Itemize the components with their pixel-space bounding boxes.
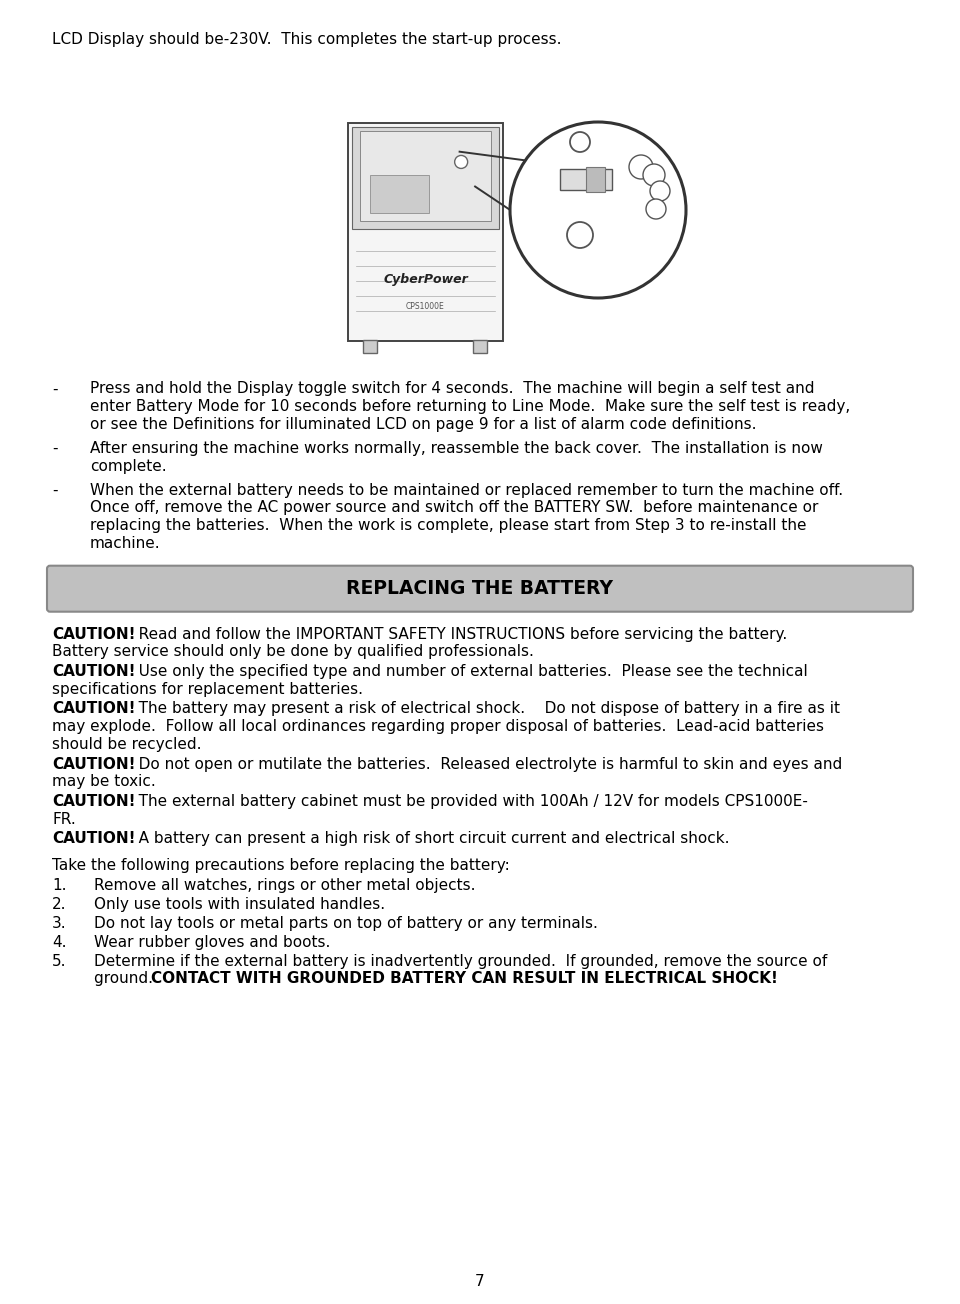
Bar — [348, 123, 503, 342]
Circle shape — [567, 222, 593, 248]
Bar — [473, 340, 487, 353]
Bar — [560, 170, 612, 190]
Text: REPLACING THE BATTERY: REPLACING THE BATTERY — [347, 579, 613, 599]
Circle shape — [510, 123, 686, 299]
FancyBboxPatch shape — [47, 566, 913, 612]
Text: 2.: 2. — [52, 897, 66, 911]
Text: The external battery cabinet must be provided with 100Ah / 12V for models CPS100: The external battery cabinet must be pro… — [124, 794, 808, 808]
Text: Do not open or mutilate the batteries.  Released electrolyte is harmful to skin : Do not open or mutilate the batteries. R… — [124, 756, 842, 772]
Text: may explode.  Follow all local ordinances regarding proper disposal of batteries: may explode. Follow all local ordinances… — [52, 719, 824, 734]
Bar — [360, 130, 491, 222]
Text: Wear rubber gloves and boots.: Wear rubber gloves and boots. — [94, 935, 330, 949]
Circle shape — [643, 164, 665, 186]
Text: 3.: 3. — [52, 915, 66, 931]
Circle shape — [455, 155, 468, 168]
Text: 1.: 1. — [52, 878, 66, 893]
Text: OFF: OFF — [570, 163, 582, 168]
Circle shape — [629, 155, 653, 179]
Text: -: - — [52, 482, 58, 498]
Text: CAUTION!: CAUTION! — [52, 756, 135, 772]
Bar — [363, 340, 377, 353]
Text: CyberPower: CyberPower — [383, 274, 468, 287]
Bar — [352, 126, 499, 230]
Circle shape — [570, 132, 590, 153]
Text: machine.: machine. — [90, 536, 160, 550]
Text: -: - — [52, 382, 58, 396]
Text: should be recycled.: should be recycled. — [52, 737, 202, 752]
Text: After ensuring the machine works normally, reassemble the back cover.  The insta: After ensuring the machine works normall… — [90, 441, 823, 456]
Text: may be toxic.: may be toxic. — [52, 775, 156, 789]
Text: Take the following precautions before replacing the battery:: Take the following precautions before re… — [52, 858, 510, 874]
Text: specifications for replacement batteries.: specifications for replacement batteries… — [52, 682, 363, 696]
Text: CAUTION!: CAUTION! — [52, 702, 135, 716]
Text: Read and follow the IMPORTANT SAFETY INSTRUCTIONS before servicing the battery.: Read and follow the IMPORTANT SAFETY INS… — [124, 626, 787, 642]
Text: Only use tools with insulated handles.: Only use tools with insulated handles. — [94, 897, 385, 911]
Text: enter Battery Mode for 10 seconds before returning to Line Mode.  Make sure the : enter Battery Mode for 10 seconds before… — [90, 399, 851, 415]
Text: replacing the batteries.  When the work is complete, please start from Step 3 to: replacing the batteries. When the work i… — [90, 518, 806, 533]
Text: CAUTION!: CAUTION! — [52, 626, 135, 642]
Text: Do not lay tools or metal parts on top of battery or any terminals.: Do not lay tools or metal parts on top o… — [94, 915, 598, 931]
Text: CAUTION!: CAUTION! — [52, 832, 135, 846]
Circle shape — [650, 181, 670, 201]
Text: or see the Definitions for illuminated LCD on page 9 for a list of alarm code de: or see the Definitions for illuminated L… — [90, 417, 756, 432]
Text: The battery may present a risk of electrical shock.    Do not dispose of battery: The battery may present a risk of electr… — [124, 702, 840, 716]
Text: 4.: 4. — [52, 935, 66, 949]
Circle shape — [646, 200, 666, 219]
Text: DISPLAY: DISPLAY — [573, 196, 599, 201]
Text: LCD Display should be-230V.  This completes the start-up process.: LCD Display should be-230V. This complet… — [52, 33, 562, 47]
Text: ground.: ground. — [94, 971, 163, 987]
Text: Once off, remove the AC power source and switch off the BATTERY SW.  before main: Once off, remove the AC power source and… — [90, 501, 818, 515]
Text: Battery service should only be done by qualified professionals.: Battery service should only be done by q… — [52, 644, 534, 660]
Text: CPS1000E: CPS1000E — [406, 301, 444, 310]
Text: complete.: complete. — [90, 459, 167, 473]
Text: 7: 7 — [475, 1274, 485, 1290]
Text: 5.: 5. — [52, 953, 66, 969]
Bar — [586, 167, 605, 192]
Text: -: - — [52, 441, 58, 456]
Text: When the external battery needs to be maintained or replaced remember to turn th: When the external battery needs to be ma… — [90, 482, 843, 498]
Bar — [370, 175, 429, 214]
Text: CONTACT WITH GROUNDED BATTERY CAN RESULT IN ELECTRICAL SHOCK!: CONTACT WITH GROUNDED BATTERY CAN RESULT… — [151, 971, 778, 987]
Text: ON: ON — [591, 163, 601, 168]
Text: Remove all watches, rings or other metal objects.: Remove all watches, rings or other metal… — [94, 878, 475, 893]
Text: Use only the specified type and number of external batteries.  Please see the te: Use only the specified type and number o… — [124, 664, 807, 679]
Text: A battery can present a high risk of short circuit current and electrical shock.: A battery can present a high risk of sho… — [124, 832, 730, 846]
Text: FR.: FR. — [52, 811, 76, 827]
Text: CAUTION!: CAUTION! — [52, 664, 135, 679]
Text: Press and hold the Display toggle switch for 4 seconds.  The machine will begin : Press and hold the Display toggle switch… — [90, 382, 814, 396]
Text: CAUTION!: CAUTION! — [52, 794, 135, 808]
Text: Determine if the external battery is inadvertently grounded.  If grounded, remov: Determine if the external battery is ina… — [94, 953, 828, 969]
